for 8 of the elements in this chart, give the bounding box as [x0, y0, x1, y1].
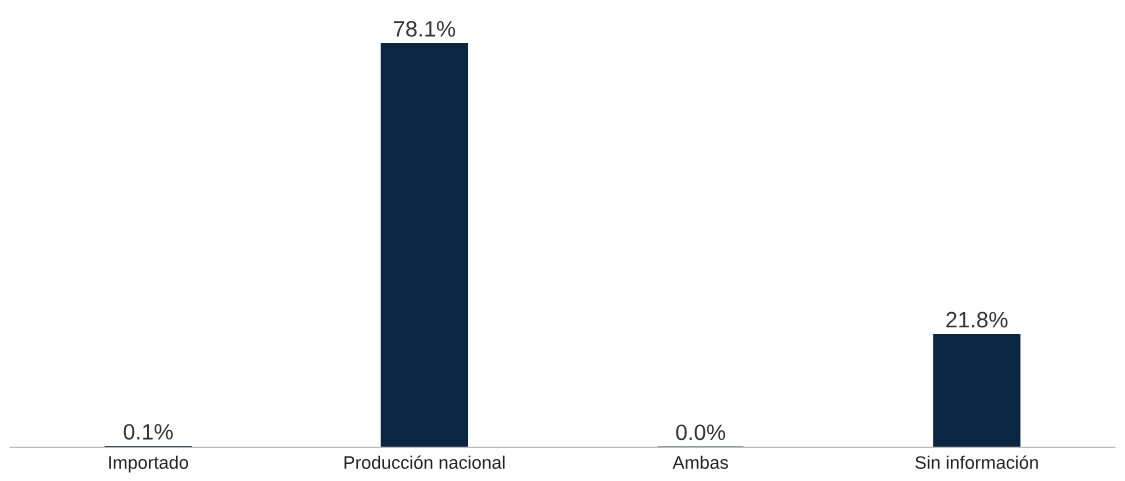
data-label: 0.1%: [123, 423, 173, 440]
x-tick-label: Ambas: [672, 455, 729, 469]
data-label: 21.8%: [946, 311, 1008, 328]
data-label: 0.0%: [676, 424, 726, 441]
data-label: 78.1%: [394, 21, 456, 37]
x-tick-label: Importado: [109, 455, 189, 473]
x-tick-label: Sin información: [915, 455, 1038, 469]
x-tick-label: Producción nacional: [344, 455, 505, 469]
